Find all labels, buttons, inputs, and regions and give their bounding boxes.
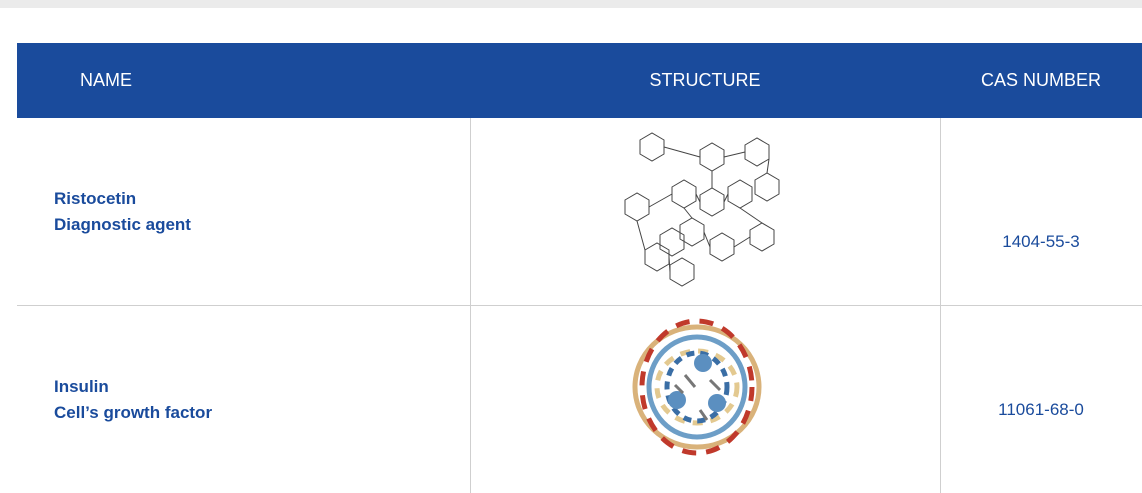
header-cell: CAS NUMBER bbox=[980, 70, 1101, 90]
header-cell: STRUCTURE bbox=[649, 70, 761, 90]
header-cell: NAME bbox=[80, 70, 133, 90]
name: Ristocetin bbox=[54, 189, 137, 208]
name: Insulin bbox=[54, 377, 109, 396]
description: Cell’s growth factor bbox=[54, 403, 213, 422]
row-divider bbox=[17, 305, 1142, 306]
description: Diagnostic agent bbox=[54, 215, 191, 234]
table-header: NAME STRUCTURE CAS NUMBER bbox=[17, 43, 1142, 118]
structure-image bbox=[632, 318, 762, 456]
top-bar bbox=[0, 0, 1142, 8]
compound-name: Ristocetin Diagnostic agent bbox=[54, 186, 191, 238]
cas-number: 11061-68-0 bbox=[998, 400, 1084, 419]
structure-image bbox=[624, 132, 780, 287]
cas-number: 1404-55-3 bbox=[1002, 232, 1080, 251]
compound-name: Insulin Cell’s growth factor bbox=[54, 374, 212, 426]
